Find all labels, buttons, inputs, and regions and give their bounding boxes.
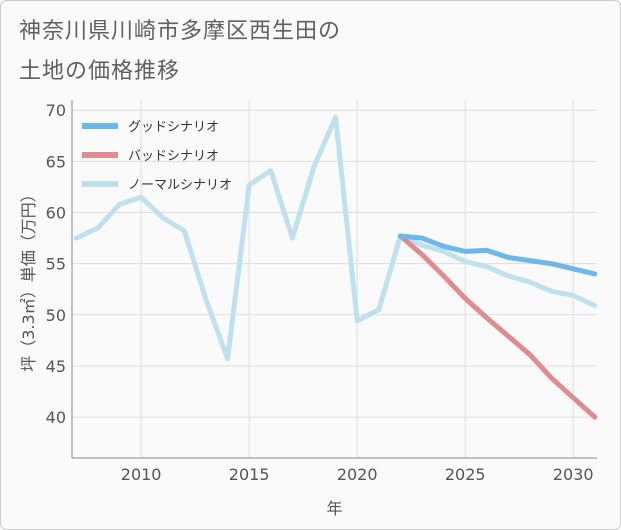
- y-tick-label: 45: [46, 357, 66, 376]
- x-axis-label: 年: [326, 499, 342, 518]
- x-tick-label: 2020: [337, 465, 378, 484]
- good-scenario-legend-label: グッドシナリオ: [128, 120, 219, 135]
- y-tick-label: 70: [46, 101, 66, 120]
- bad-scenario-legend-label: バッドシナリオ: [128, 149, 219, 164]
- x-tick-label: 2010: [121, 465, 162, 484]
- x-tick-label: 2015: [229, 465, 270, 484]
- good-scenario-line: [397, 233, 598, 277]
- axes: [71, 100, 597, 459]
- x-tick-label: 2025: [445, 465, 486, 484]
- tick-labels: 40 45 50 55 60 65 70 2010 2015 2020 2025 2030: [46, 101, 594, 484]
- grid-lines: [72, 100, 597, 458]
- y-tick-label: 60: [46, 204, 66, 223]
- bad-scenario-line: [397, 233, 598, 420]
- chart-title-line-1: 神奈川県川崎市多摩区西生田の: [19, 19, 342, 44]
- y-tick-label: 40: [46, 408, 66, 427]
- chart-title-line-2: 土地の価格推移: [19, 59, 181, 84]
- normal-scenario-legend-label: ノーマルシナリオ: [128, 178, 232, 193]
- y-tick-label: 50: [46, 306, 66, 325]
- y-axis-label: 坪（3.3㎡）単価（万円）: [19, 186, 38, 371]
- series-lines: [73, 114, 598, 420]
- y-tick-label: 65: [46, 152, 66, 171]
- y-tick-label: 55: [46, 255, 66, 274]
- x-tick-label: 2030: [553, 465, 594, 484]
- normal-scenario-line: [73, 114, 598, 362]
